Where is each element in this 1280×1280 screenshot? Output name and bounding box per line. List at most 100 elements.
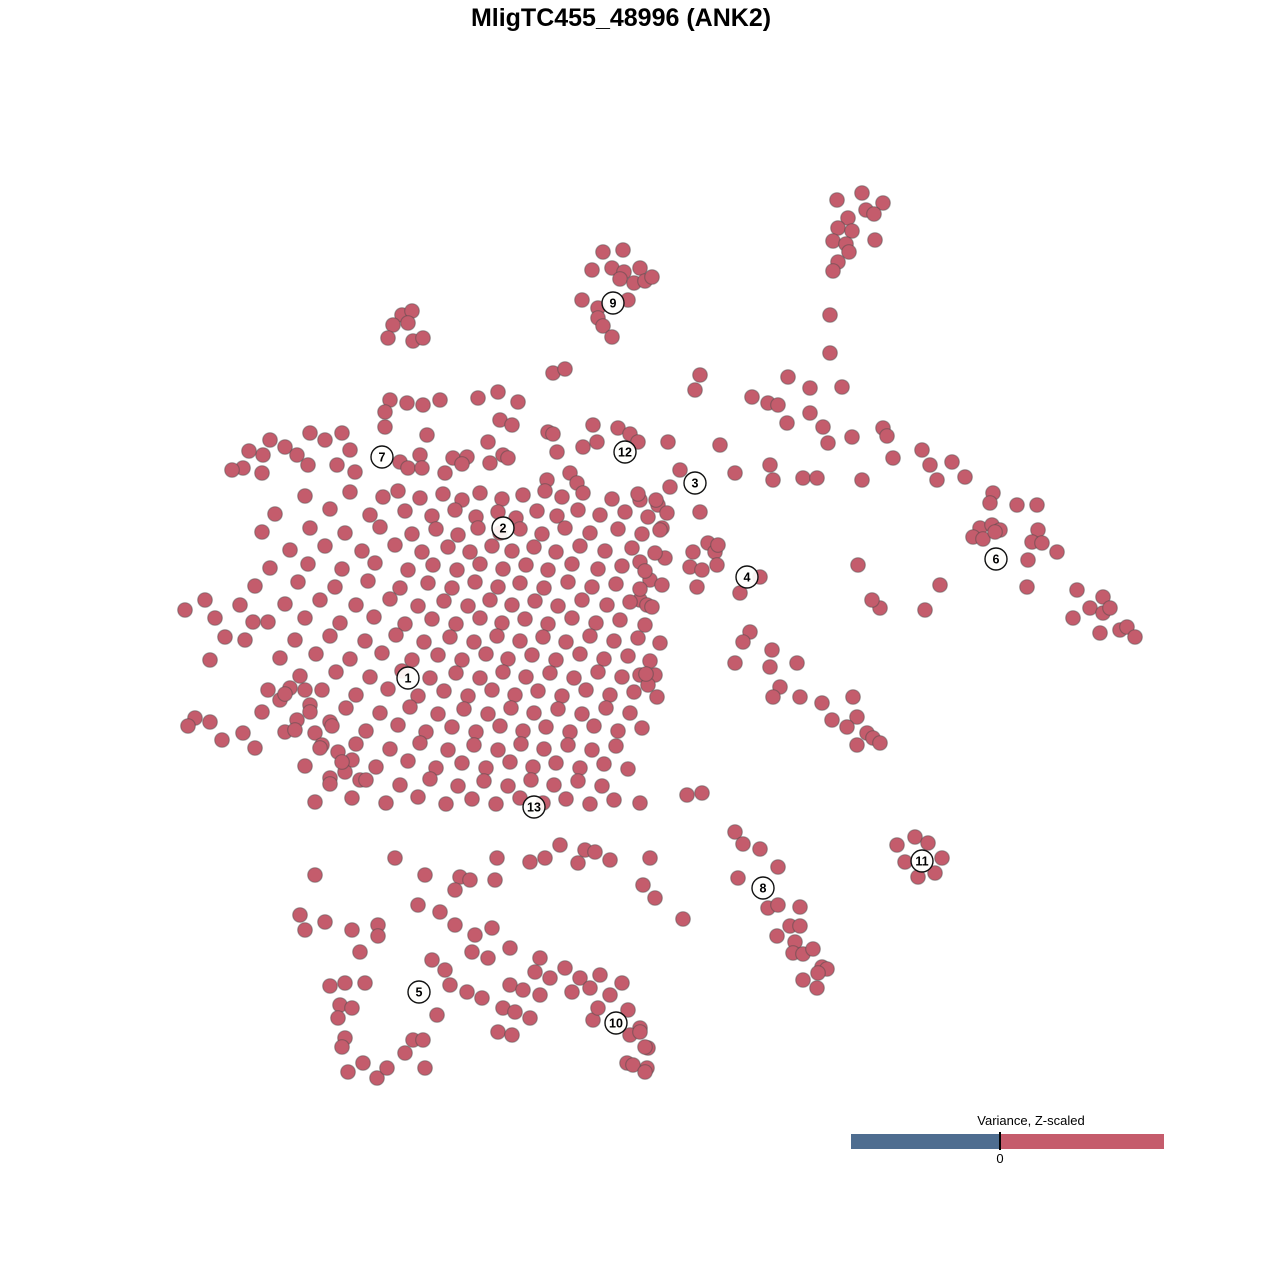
cluster-label-10: 10	[604, 1011, 628, 1035]
data-point	[334, 754, 350, 770]
data-point	[366, 609, 382, 625]
data-point	[854, 472, 870, 488]
data-point	[289, 447, 305, 463]
data-point	[649, 689, 665, 705]
data-point	[504, 417, 520, 433]
data-point	[410, 688, 426, 704]
cluster-label-circle	[522, 795, 546, 819]
data-point	[447, 882, 463, 898]
data-point	[338, 700, 354, 716]
data-point	[480, 706, 496, 722]
data-point	[922, 457, 938, 473]
points-layer	[177, 185, 1143, 1086]
data-point	[397, 503, 413, 519]
data-point	[314, 682, 330, 698]
cluster-label-circle	[491, 516, 515, 540]
data-point	[197, 592, 213, 608]
data-point	[652, 635, 668, 651]
data-point	[550, 598, 566, 614]
data-point	[522, 854, 538, 870]
data-point	[672, 462, 688, 478]
data-point	[387, 850, 403, 866]
data-point	[648, 492, 664, 508]
data-point	[415, 330, 431, 346]
data-point	[574, 292, 590, 308]
data-point	[572, 538, 588, 554]
data-point	[944, 454, 960, 470]
data-point	[642, 850, 658, 866]
data-point	[752, 841, 768, 857]
data-point	[779, 415, 795, 431]
data-point	[592, 967, 608, 983]
data-point	[420, 575, 436, 591]
data-point	[432, 904, 448, 920]
data-point	[548, 544, 564, 560]
cluster-label-text: 1	[405, 672, 412, 686]
data-point	[825, 263, 841, 279]
data-point	[620, 648, 636, 664]
data-point	[920, 835, 936, 851]
data-point	[875, 195, 891, 211]
data-point	[429, 1007, 445, 1023]
cluster-label-13: 13	[522, 795, 546, 819]
data-point	[518, 669, 534, 685]
data-point	[512, 521, 528, 537]
data-point	[448, 665, 464, 681]
data-point	[302, 425, 318, 441]
data-point	[849, 737, 865, 753]
data-point	[348, 687, 364, 703]
data-point	[515, 723, 531, 739]
data-point	[348, 736, 364, 752]
cluster-label-circle	[370, 445, 394, 469]
data-point	[692, 367, 708, 383]
data-point	[614, 558, 630, 574]
data-point	[504, 543, 520, 559]
data-point	[795, 972, 811, 988]
cluster-label-circle	[613, 440, 637, 464]
data-point	[436, 593, 452, 609]
data-point	[594, 778, 610, 794]
data-point	[1029, 497, 1045, 513]
data-point	[675, 911, 691, 927]
data-point	[500, 450, 516, 466]
data-point	[450, 778, 466, 794]
data-point	[525, 759, 541, 775]
data-point	[542, 970, 558, 986]
data-point	[254, 524, 270, 540]
data-point	[464, 791, 480, 807]
data-point	[602, 687, 618, 703]
data-point	[595, 244, 611, 260]
data-point	[357, 633, 373, 649]
data-point	[447, 917, 463, 933]
data-point	[1092, 625, 1108, 641]
data-point	[632, 260, 648, 276]
data-point	[352, 944, 368, 960]
data-point	[484, 920, 500, 936]
data-point	[448, 616, 464, 632]
data-point	[512, 575, 528, 591]
data-point	[557, 361, 573, 377]
data-point	[417, 867, 433, 883]
data-point	[644, 599, 660, 615]
data-point	[762, 659, 778, 675]
data-point	[460, 598, 476, 614]
cluster-label-3: 3	[683, 471, 707, 495]
data-point	[789, 655, 805, 671]
data-point	[582, 525, 598, 541]
data-point	[814, 695, 830, 711]
data-point	[917, 602, 933, 618]
data-point	[727, 465, 743, 481]
data-point	[504, 1027, 520, 1043]
data-point	[297, 758, 313, 774]
data-point	[554, 489, 570, 505]
data-point	[476, 773, 492, 789]
data-point	[502, 940, 518, 956]
data-point	[548, 755, 564, 771]
data-point	[805, 941, 821, 957]
data-point	[634, 720, 650, 736]
data-point	[307, 867, 323, 883]
data-point	[410, 789, 426, 805]
data-point	[850, 557, 866, 573]
data-point	[554, 688, 570, 704]
data-point	[957, 469, 973, 485]
